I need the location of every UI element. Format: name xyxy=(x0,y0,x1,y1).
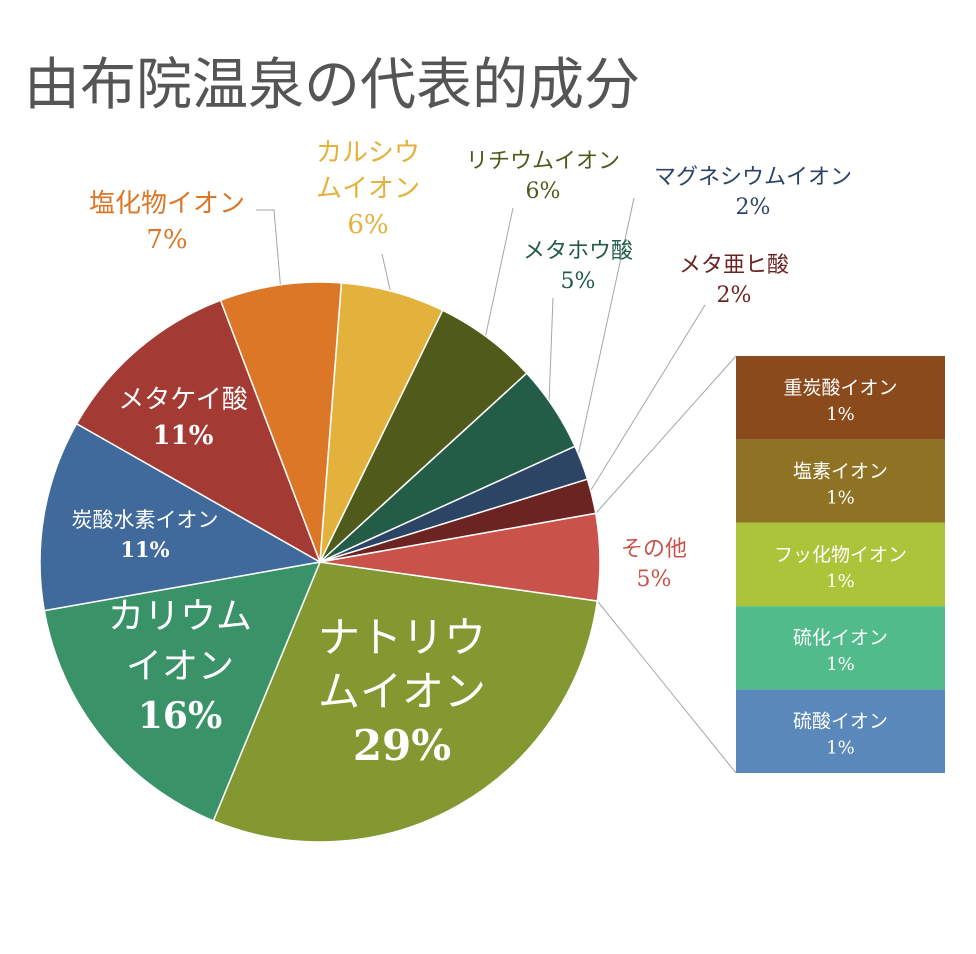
slice-percent: 7% xyxy=(146,225,187,255)
slice-label: メタケイ酸 xyxy=(118,385,247,415)
slice-label: メタ亜ヒ酸 xyxy=(679,253,789,278)
breakdown-percent: 1% xyxy=(826,571,855,592)
slice-percent: 11% xyxy=(153,421,214,451)
breakdown-percent: 1% xyxy=(826,654,855,675)
slice-label: ムイオン xyxy=(316,174,420,204)
breakdown-percent: 1% xyxy=(826,487,855,508)
breakdown-percent: 1% xyxy=(826,404,855,425)
breakdown-segment xyxy=(736,522,945,607)
slice-label: メタホウ酸 xyxy=(523,239,633,264)
slice-label: カリウム xyxy=(108,596,252,637)
slice-label: その他 xyxy=(621,537,687,562)
slice-label: マグネシウムイオン xyxy=(654,165,852,190)
slice-percent: 29% xyxy=(353,721,451,770)
breakdown-segment xyxy=(736,606,945,690)
breakdown-label: フッ化物イオン xyxy=(774,544,907,566)
pie-slice xyxy=(43,561,322,822)
slice-percent: 16% xyxy=(138,695,222,737)
leader-line xyxy=(585,304,706,498)
slice-label: ナトリウ xyxy=(318,613,486,662)
breakdown-label: 重炭酸イオン xyxy=(783,377,897,399)
slice-percent: 5% xyxy=(637,567,672,592)
leader-line xyxy=(483,207,514,343)
breakdown-label: 硫酸イオン xyxy=(793,711,888,733)
breakdown-segment xyxy=(736,689,945,773)
pie-slice xyxy=(75,299,322,564)
slice-percent: 5% xyxy=(561,269,596,294)
slice-label: 塩化物イオン xyxy=(89,189,245,219)
leader-line xyxy=(548,297,554,412)
pie-slice xyxy=(212,561,599,843)
slice-percent: 2% xyxy=(736,195,771,220)
pie-slice xyxy=(219,281,343,563)
pie-slice xyxy=(39,422,323,612)
slice-percent: 11% xyxy=(120,537,169,562)
breakdown-connector xyxy=(595,355,737,514)
slice-percent: 6% xyxy=(347,210,388,240)
breakdown-label: 硫化イオン xyxy=(793,627,888,649)
pie-slice xyxy=(319,512,601,602)
breakdown-segment xyxy=(736,439,945,523)
breakdown-connector xyxy=(596,600,737,774)
leader-line xyxy=(575,197,635,465)
slice-percent: 6% xyxy=(526,179,561,204)
leader-line xyxy=(256,209,282,291)
breakdown-segment xyxy=(736,356,945,440)
chart-title: 由布院温泉の代表的成分 xyxy=(24,53,640,118)
slice-label: リチウムイオン xyxy=(466,149,620,174)
slice-label: ムイオン xyxy=(318,667,486,716)
breakdown-percent: 1% xyxy=(826,738,855,759)
slice-label: カルシウ xyxy=(316,138,420,168)
slice-label: イオン xyxy=(126,646,234,687)
slice-percent: 2% xyxy=(717,283,752,308)
slice-label: 炭酸水素イオン xyxy=(72,508,219,532)
breakdown-label: 塩素イオン xyxy=(793,460,888,482)
